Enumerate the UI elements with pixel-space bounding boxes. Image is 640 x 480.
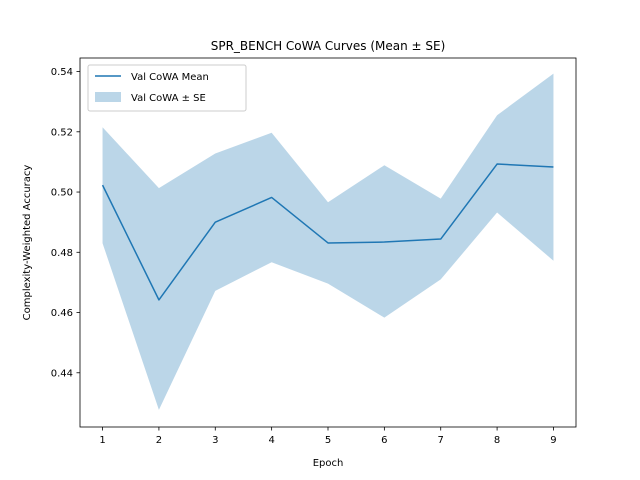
legend-box <box>87 64 247 112</box>
x-tick-label: 8 <box>494 435 500 446</box>
y-tick-label: 0.50 <box>51 188 73 199</box>
x-tick-label: 4 <box>268 435 274 446</box>
legend-band-swatch <box>95 92 121 102</box>
x-axis-label: Epoch <box>313 458 344 469</box>
x-tick-label: 7 <box>438 435 444 446</box>
y-tick-label: 0.48 <box>51 248 73 259</box>
y-tick-label: 0.44 <box>51 368 73 379</box>
x-tick-label: 9 <box>550 435 556 446</box>
x-axis: 1 2 3 4 5 6 7 8 9 <box>99 427 557 446</box>
x-tick-label: 2 <box>156 435 162 446</box>
y-tick-label: 0.54 <box>51 67 73 78</box>
mean-line <box>101 163 554 301</box>
x-tick-label: 1 <box>99 435 105 446</box>
y-axis-label: Complexity-Weighted Accuracy <box>22 165 33 321</box>
x-tick-label: 3 <box>212 435 218 446</box>
y-tick-label: 0.46 <box>51 308 73 319</box>
x-tick-label: 6 <box>381 435 387 446</box>
y-axis: 0.44 0.46 0.48 0.50 0.52 0.54 <box>51 67 80 379</box>
legend-label-se: Val CoWA ± SE <box>131 93 206 104</box>
legend: Val CoWA Mean Val CoWA ± SE <box>87 64 247 112</box>
y-tick-label: 0.52 <box>51 127 73 138</box>
x-tick-label: 5 <box>325 435 331 446</box>
chart-title: SPR_BENCH CoWA Curves (Mean ± SE) <box>211 39 446 53</box>
se-band <box>102 73 554 410</box>
legend-label-mean: Val CoWA Mean <box>131 72 209 83</box>
plot-area <box>101 73 554 410</box>
